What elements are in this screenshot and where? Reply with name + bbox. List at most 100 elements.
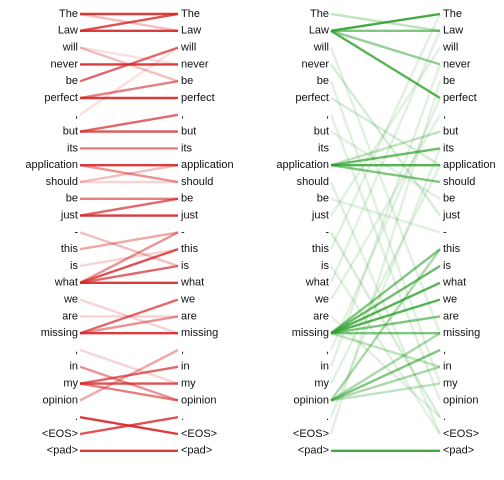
source-token: this bbox=[61, 243, 79, 255]
attention-line bbox=[79, 46, 179, 66]
source-token: be bbox=[317, 75, 329, 87]
target-token: never bbox=[181, 58, 209, 70]
source-token: The bbox=[310, 8, 329, 20]
source-token: are bbox=[62, 310, 78, 322]
source-token: is bbox=[70, 260, 78, 272]
target-token: my bbox=[443, 378, 458, 390]
attention-line bbox=[79, 365, 179, 385]
attention-line bbox=[79, 164, 179, 184]
source-token: be bbox=[66, 193, 78, 205]
source-token: is bbox=[321, 260, 329, 272]
attention-line bbox=[330, 96, 441, 167]
attention-line bbox=[329, 164, 442, 385]
target-token: are bbox=[181, 310, 197, 322]
attention-line bbox=[330, 130, 441, 200]
attention-line bbox=[79, 365, 179, 402]
source-token: this bbox=[312, 243, 330, 255]
source-token: what bbox=[305, 277, 329, 289]
attention-line bbox=[329, 114, 442, 301]
source-token: <EOS> bbox=[293, 428, 329, 440]
source-token: opinion bbox=[294, 394, 329, 406]
source-token: we bbox=[63, 294, 78, 306]
target-token: will bbox=[180, 42, 196, 54]
attention-line bbox=[330, 281, 441, 335]
target-token: we bbox=[442, 294, 457, 306]
target-token: this bbox=[443, 243, 461, 255]
attention-line bbox=[329, 47, 442, 334]
target-token: what bbox=[442, 277, 466, 289]
target-token: perfect bbox=[181, 92, 215, 104]
attention-line bbox=[330, 12, 441, 32]
attention-line bbox=[79, 12, 179, 32]
target-token: <pad> bbox=[443, 445, 474, 457]
target-token: just bbox=[180, 210, 198, 222]
attention-line bbox=[329, 13, 442, 250]
target-token: in bbox=[443, 361, 452, 373]
source-token: perfect bbox=[295, 92, 329, 104]
attention-line bbox=[330, 382, 441, 402]
source-token: , bbox=[326, 109, 329, 121]
attention-line bbox=[330, 248, 441, 402]
source-token: but bbox=[63, 126, 78, 138]
target-token: should bbox=[443, 176, 475, 188]
target-token: what bbox=[180, 277, 204, 289]
attention-line bbox=[79, 298, 179, 335]
attention-line bbox=[329, 46, 442, 217]
attention-line bbox=[79, 12, 179, 32]
attention-line bbox=[330, 29, 441, 66]
attention-line bbox=[330, 315, 441, 335]
source-token: , bbox=[75, 344, 78, 356]
attention-line bbox=[79, 197, 179, 217]
attention-line bbox=[330, 348, 441, 402]
source-token: Law bbox=[58, 25, 78, 37]
attention-line bbox=[330, 264, 441, 335]
source-token: , bbox=[75, 109, 78, 121]
attention-line bbox=[330, 147, 441, 167]
source-token: Law bbox=[309, 25, 329, 37]
attention-line bbox=[330, 12, 441, 32]
target-token: missing bbox=[181, 327, 218, 339]
target-token: , bbox=[443, 109, 446, 121]
target-token: Law bbox=[181, 25, 201, 37]
target-token: <pad> bbox=[181, 445, 212, 457]
attention-line bbox=[329, 30, 442, 284]
attention-line bbox=[330, 63, 441, 217]
target-token: be bbox=[443, 193, 455, 205]
attention-line bbox=[330, 332, 441, 368]
target-token: The bbox=[181, 8, 200, 20]
attention-line bbox=[79, 46, 179, 116]
target-token: perfect bbox=[443, 92, 477, 104]
target-token: we bbox=[180, 294, 195, 306]
source-token: - bbox=[325, 226, 329, 238]
attention-line bbox=[79, 382, 179, 402]
source-token: never bbox=[301, 58, 329, 70]
target-token: just bbox=[442, 210, 460, 222]
attention-line bbox=[330, 332, 441, 402]
attention-line bbox=[79, 248, 179, 268]
target-token: but bbox=[181, 126, 196, 138]
source-token: The bbox=[59, 8, 78, 20]
source-token: missing bbox=[41, 327, 78, 339]
attention-line bbox=[329, 231, 442, 418]
target-token: . bbox=[181, 411, 184, 423]
source-token: my bbox=[314, 378, 329, 390]
attention-line bbox=[79, 298, 179, 335]
attention-line bbox=[79, 113, 179, 133]
source-token: <pad> bbox=[47, 445, 78, 457]
target-token: <EOS> bbox=[443, 428, 479, 440]
attention-line bbox=[330, 197, 441, 234]
attention-line bbox=[79, 264, 179, 284]
attention-line bbox=[79, 416, 179, 436]
target-token: , bbox=[443, 344, 446, 356]
source-token: , bbox=[326, 344, 329, 356]
source-token: we bbox=[314, 294, 329, 306]
source-token: <EOS> bbox=[42, 428, 78, 440]
attention-line bbox=[330, 248, 441, 335]
source-token: . bbox=[75, 411, 78, 423]
target-token: never bbox=[443, 58, 471, 70]
source-token: just bbox=[311, 210, 329, 222]
source-token: be bbox=[317, 193, 329, 205]
attention-line bbox=[79, 80, 179, 100]
source-token: application bbox=[276, 159, 329, 171]
target-token: - bbox=[443, 226, 447, 238]
